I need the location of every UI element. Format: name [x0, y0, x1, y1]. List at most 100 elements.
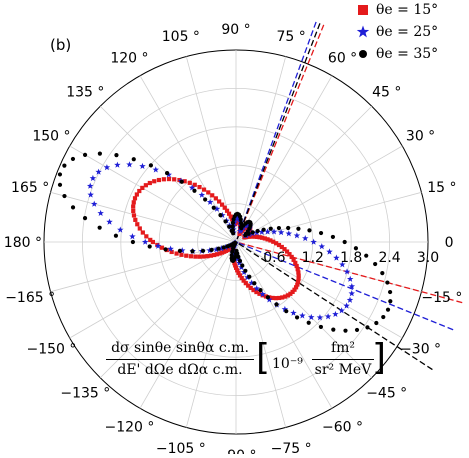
radial-tick-label: 0.6 — [263, 250, 285, 266]
angular-grid-spoke — [235, 241, 333, 409]
angular-tick-label: 165 ° — [11, 180, 49, 196]
data-point-square — [255, 234, 260, 239]
data-point-square — [279, 244, 284, 250]
data-point-circle — [163, 247, 168, 252]
data-point-star — [259, 290, 266, 297]
data-point-square — [239, 275, 244, 281]
data-point-star — [318, 243, 326, 250]
data-point-square — [143, 183, 148, 188]
legend-item-15: θe = 15° — [352, 0, 469, 20]
data-point-square — [265, 237, 270, 242]
data-point-star — [117, 226, 124, 233]
data-point-square — [251, 287, 256, 293]
data-point-circle — [268, 226, 273, 231]
data-point-square — [241, 278, 246, 283]
data-point-square — [201, 187, 207, 192]
data-point-star — [338, 307, 345, 314]
angular-tick-label: 60 ° — [328, 50, 357, 66]
data-point-square — [295, 282, 300, 287]
angular-grid-spoke — [69, 145, 237, 243]
data-point-circle — [236, 254, 241, 259]
data-point-square — [290, 289, 295, 294]
data-point-square — [166, 176, 172, 182]
data-point-circle — [284, 309, 289, 314]
data-point-circle — [261, 227, 266, 232]
data-point-circle — [179, 179, 184, 184]
data-point-circle — [57, 182, 63, 187]
data-point-circle — [385, 280, 390, 285]
data-point-square — [224, 208, 230, 213]
data-point-circle — [62, 193, 67, 199]
legend-label: θe = 25° — [376, 24, 439, 40]
data-point-square — [228, 214, 233, 219]
data-point-star — [281, 305, 289, 313]
data-point-star — [198, 191, 206, 198]
data-point-circle — [230, 224, 235, 229]
data-point-square — [296, 276, 301, 281]
data-point-circle — [381, 314, 386, 320]
angular-tick-label: 90 ° — [221, 22, 250, 38]
angular-tick-label: −135 ° — [60, 386, 110, 402]
data-point-star — [339, 261, 346, 268]
reference-dashed-line — [238, 242, 463, 304]
angular-grid-spoke — [99, 241, 237, 379]
unit-fraction: fm² sr² MeV — [312, 340, 374, 379]
data-point-square — [188, 254, 194, 259]
data-point-circle — [229, 228, 234, 233]
angular-grid-spoke — [235, 56, 287, 243]
data-point-star — [234, 214, 241, 221]
data-point-square — [271, 239, 276, 244]
data-point-square — [210, 193, 215, 198]
data-point-square — [220, 250, 225, 255]
data-point-circle — [387, 289, 393, 295]
data-point-star — [87, 191, 94, 198]
data-point-star — [154, 242, 162, 249]
data-point-circle — [318, 324, 324, 330]
angular-tick-label: 105 ° — [162, 29, 200, 45]
data-point-circle — [192, 188, 197, 193]
data-point-square — [172, 177, 177, 182]
data-point-circle — [274, 302, 279, 307]
data-point-square — [295, 267, 300, 272]
data-point-star — [212, 246, 220, 253]
data-point-circle — [364, 253, 369, 258]
angular-tick-label: −45 ° — [366, 386, 407, 402]
data-point-star — [106, 218, 113, 225]
angular-tick-label: 0 — [445, 235, 454, 251]
data-point-circle — [296, 226, 301, 231]
data-point-star — [91, 200, 98, 207]
data-point-circle — [240, 263, 245, 268]
data-point-square — [296, 270, 301, 275]
data-point-square — [133, 217, 138, 222]
data-point-square — [132, 196, 138, 201]
data-point-square — [137, 226, 142, 231]
data-point-square — [282, 247, 287, 252]
data-point-circle — [218, 213, 223, 218]
data-point-star — [218, 245, 225, 252]
data-point-star — [129, 233, 136, 240]
unit-fraction-bar — [312, 359, 374, 360]
data-point-star — [348, 290, 355, 297]
data-point-star — [141, 238, 149, 245]
data-point-square — [131, 213, 137, 218]
data-point-star — [343, 268, 351, 275]
formula-fraction: dσ sinθe sinθα c.m. dE' dΩe dΩα c.m. — [106, 340, 254, 379]
data-point-square — [291, 257, 296, 262]
angular-tick-label: −60 ° — [322, 420, 363, 436]
data-point-circle — [286, 225, 291, 231]
data-point-square — [226, 211, 232, 216]
data-point-circle — [230, 249, 235, 254]
data-point-star — [188, 184, 196, 191]
data-point-square — [246, 283, 251, 288]
data-point-square — [140, 230, 145, 235]
legend-circle-marker-icon — [356, 47, 370, 61]
angular-grid-spoke — [235, 75, 333, 243]
data-point-square — [197, 184, 202, 190]
data-point-circle — [388, 299, 393, 304]
data-point-square — [248, 285, 253, 291]
data-point-circle — [385, 307, 391, 312]
data-point-square — [262, 236, 267, 241]
data-point-star — [86, 182, 94, 189]
data-point-circle — [82, 215, 88, 221]
data-point-square — [134, 192, 139, 197]
